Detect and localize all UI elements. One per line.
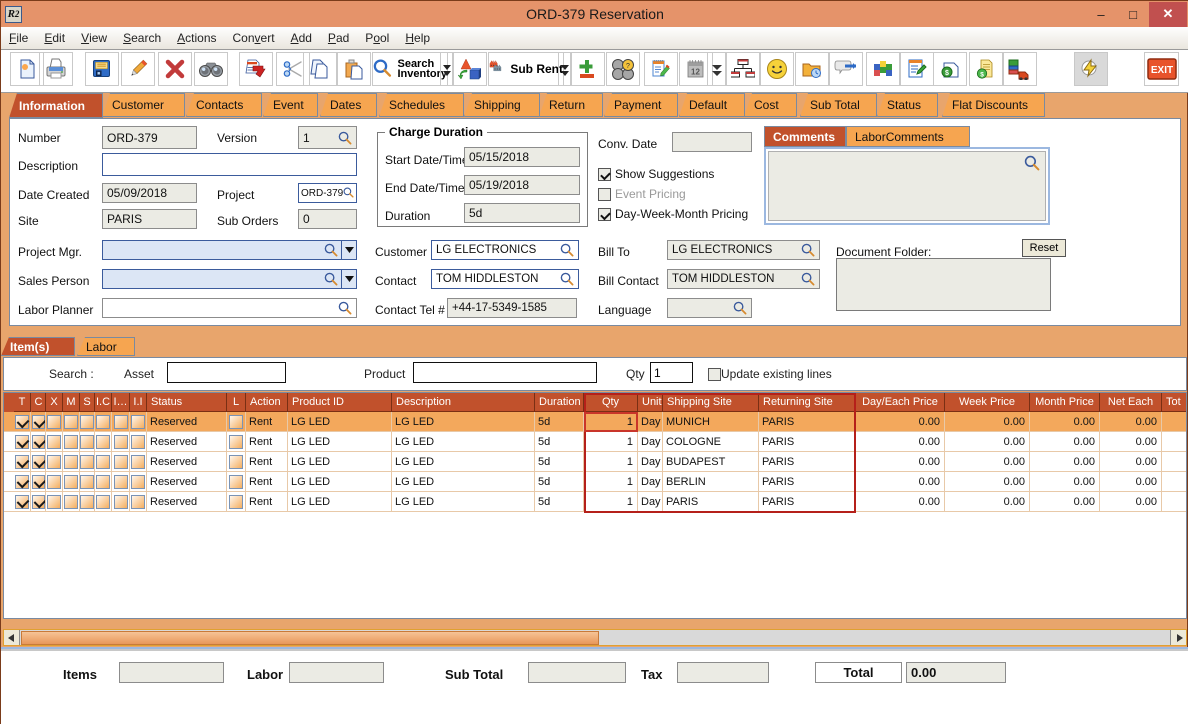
svg-text:12: 12 <box>691 68 700 77</box>
svg-text:$: $ <box>945 70 949 77</box>
svg-text:?: ? <box>626 63 630 70</box>
svg-text:$: $ <box>980 71 984 78</box>
svg-text:EXIT: EXIT <box>1150 65 1172 76</box>
